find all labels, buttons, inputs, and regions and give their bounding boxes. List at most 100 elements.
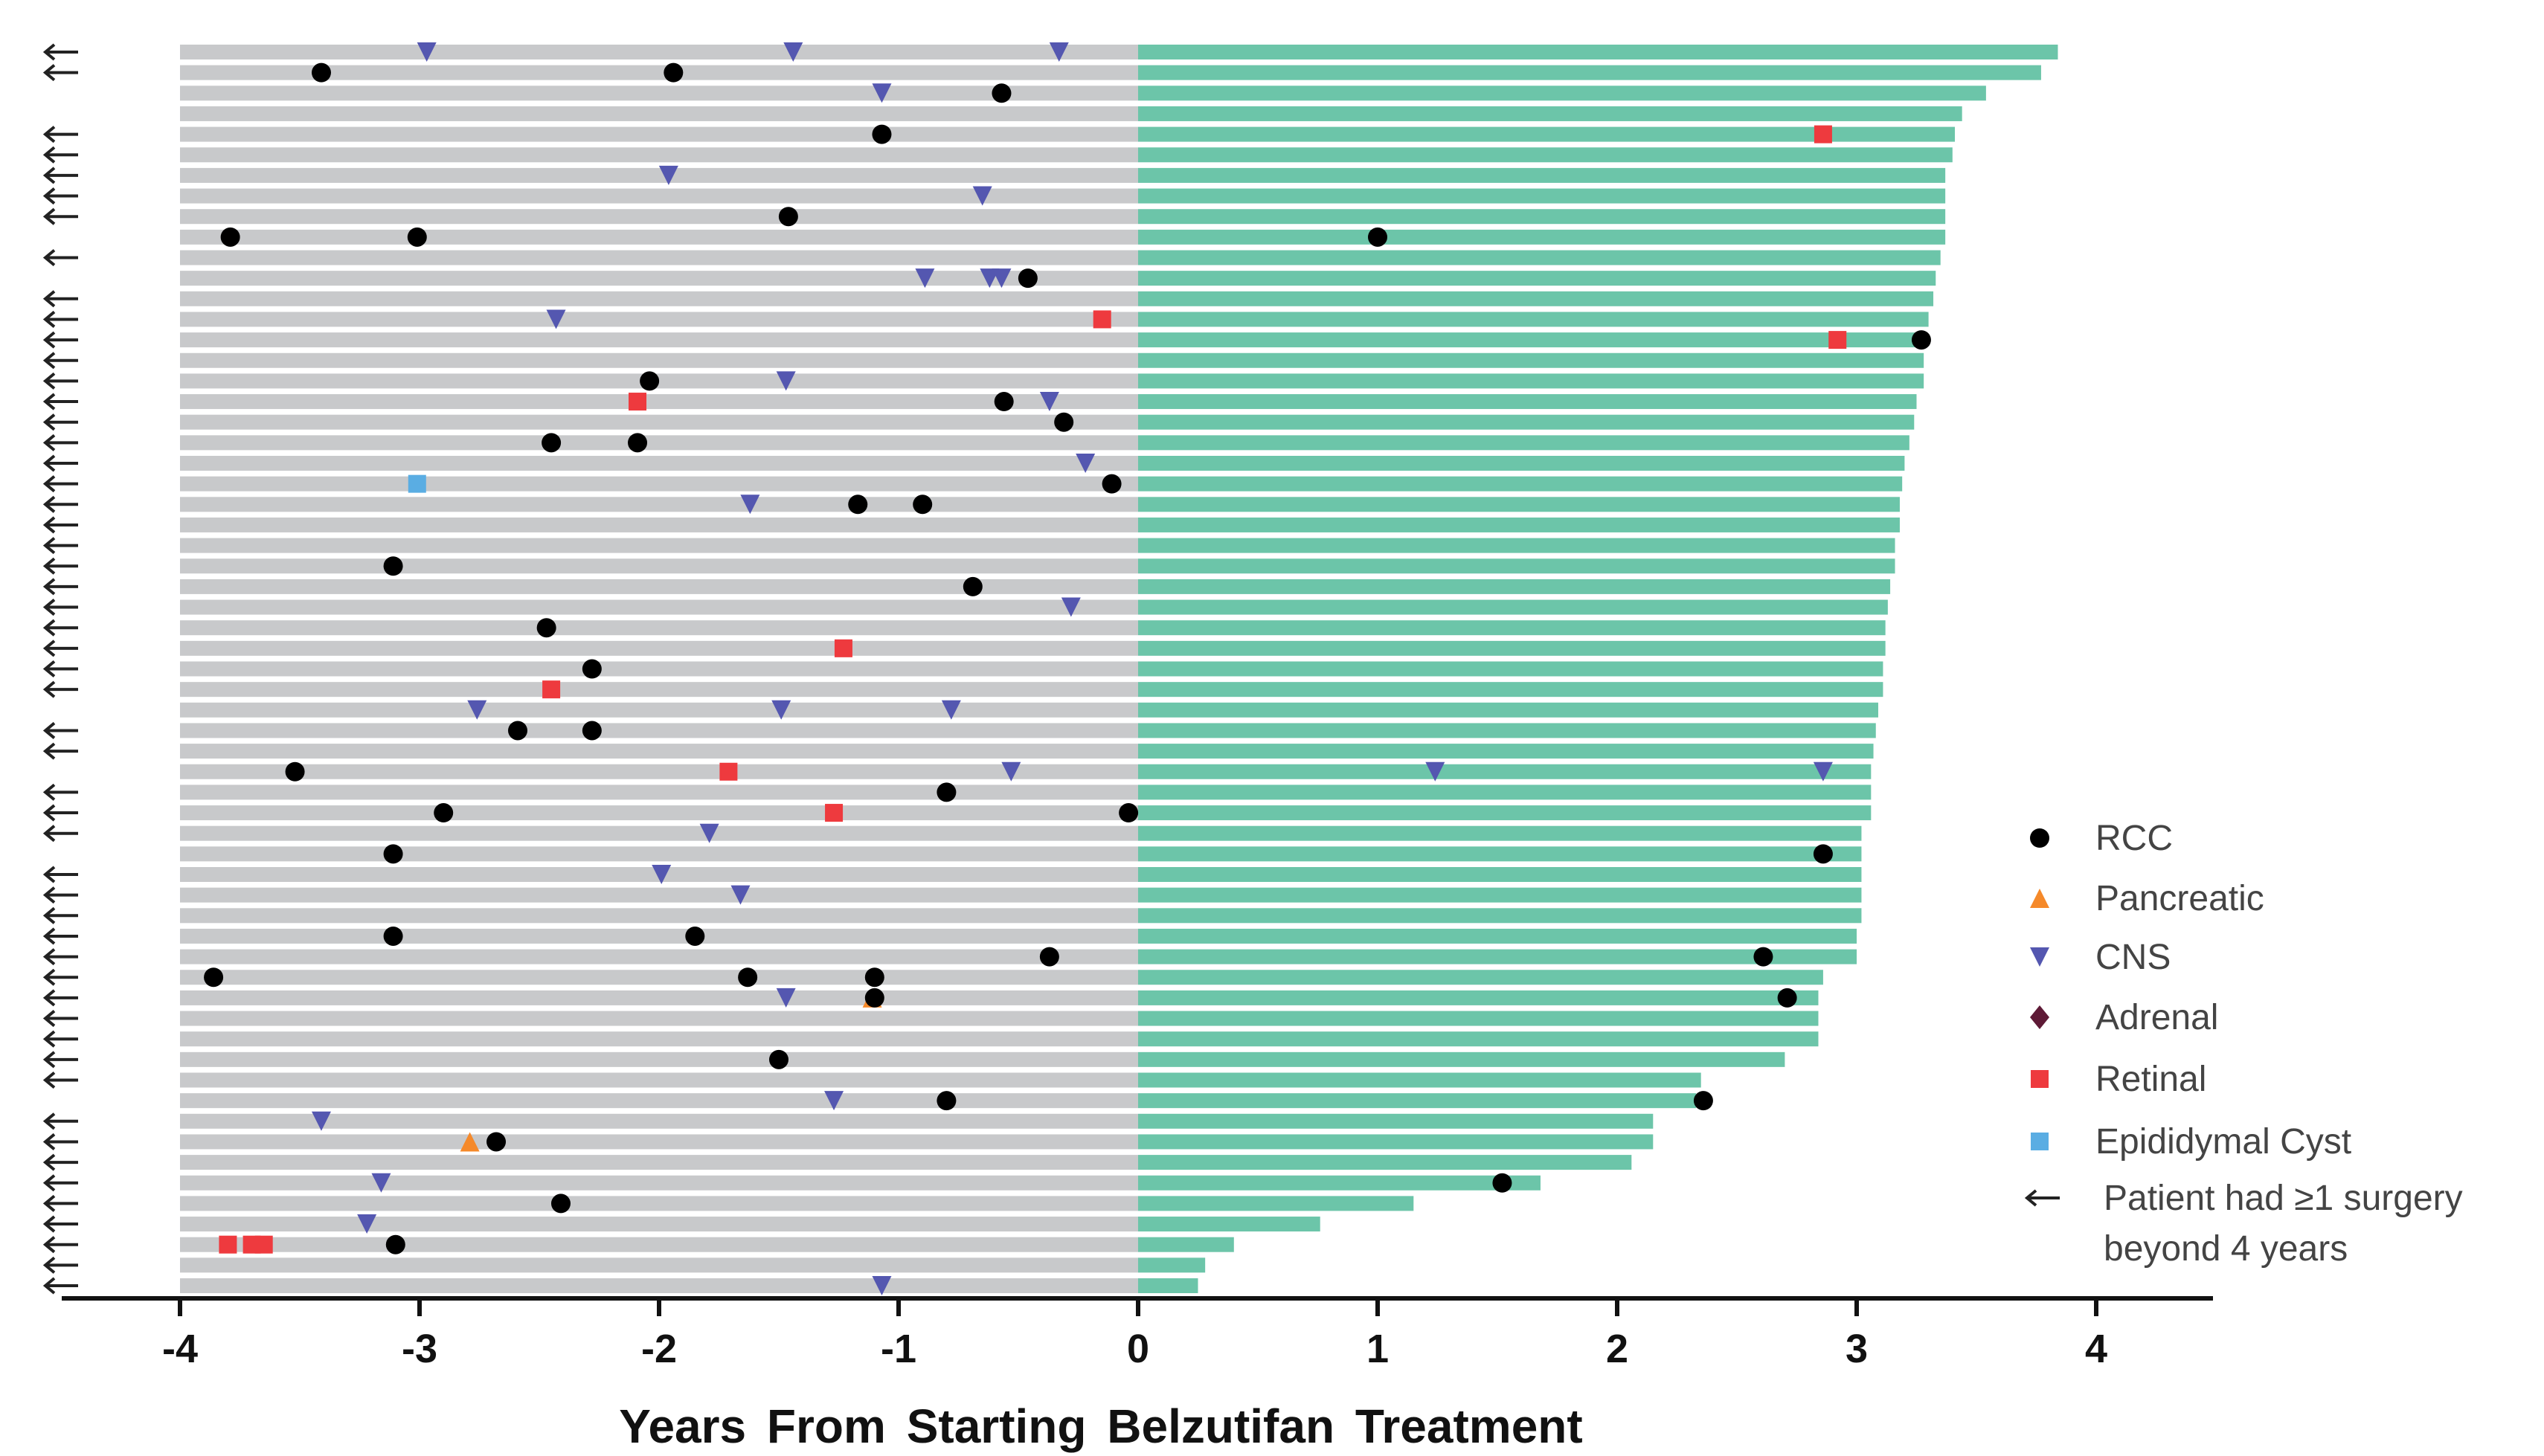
- event-marker-rcc: [1693, 1091, 1713, 1111]
- x-tick-label: 1: [1366, 1327, 1389, 1371]
- treatment-bar: [1138, 209, 1946, 225]
- pre-treatment-bar: [180, 1134, 1138, 1150]
- treatment-bar: [1138, 352, 1924, 368]
- event-marker-cns: [771, 700, 791, 720]
- treatment-bar: [1138, 147, 1953, 163]
- treatment-bar: [1138, 990, 1819, 1005]
- arrow-head: [42, 146, 56, 164]
- event-marker-rcc: [311, 62, 331, 83]
- pre-treatment-bar: [180, 435, 1138, 451]
- pre-treatment-bar: [180, 188, 1138, 204]
- event-marker-rcc: [769, 1049, 788, 1069]
- pre-treatment-bar: [180, 908, 1138, 924]
- pre-treatment-bar: [180, 86, 1138, 101]
- treatment-bar: [1138, 599, 1888, 615]
- pre-treatment-bar: [180, 1072, 1138, 1088]
- legend-marker-icon: [2030, 828, 2049, 848]
- arrow-head: [42, 721, 56, 739]
- surgery-arrow-icon: [42, 989, 78, 1007]
- event-marker-cns: [1039, 392, 1059, 412]
- legend-arrow-label-line1: Patient had ≥1 surgery: [2104, 1179, 2463, 1218]
- event-marker-cns: [417, 42, 437, 62]
- treatment-bar: [1138, 1093, 1697, 1109]
- arrow-head: [42, 537, 56, 555]
- event-marker-rcc: [913, 495, 933, 515]
- surgery-arrow-icon: [42, 1030, 78, 1048]
- pre-treatment-bar: [180, 45, 1138, 59]
- event-marker-cns: [915, 268, 935, 289]
- event-marker-cns: [1425, 761, 1445, 782]
- treatment-bar: [1138, 456, 1905, 471]
- legend-label: RCC: [2095, 819, 2173, 858]
- arrow-head: [42, 825, 56, 843]
- event-marker-cns: [776, 988, 796, 1008]
- x-tick-label: 4: [2085, 1327, 2107, 1371]
- arrow-head: [42, 248, 56, 267]
- treatment-bar: [1138, 908, 1862, 924]
- pre-treatment-bar: [180, 312, 1138, 327]
- x-axis: -4 -3 -2 -1 0 1 2 3 4: [62, 1296, 2213, 1371]
- surgery-arrow-icon: [42, 1277, 78, 1295]
- treatment-bar: [1138, 764, 1872, 779]
- event-marker-cns: [872, 1276, 892, 1295]
- event-marker-rcc: [778, 207, 798, 227]
- pre-treatment-bar: [180, 106, 1138, 121]
- treatment-bar: [1138, 1113, 1654, 1129]
- event-marker-retinal: [629, 393, 647, 411]
- treatment-bar: [1138, 188, 1946, 204]
- legend-label: Retinal: [2095, 1060, 2206, 1099]
- surgery-arrow-icon: [42, 516, 78, 534]
- event-marker-retinal: [834, 639, 852, 657]
- legend-item-cns: CNS: [2030, 938, 2171, 977]
- arrow-head: [42, 968, 56, 986]
- pre-treatment-bar: [180, 167, 1138, 183]
- pre-treatment-bar: [180, 1217, 1138, 1232]
- surgery-arrow-icon: [42, 331, 78, 349]
- x-tick-label: 3: [1846, 1327, 1868, 1371]
- x-tick-label: -2: [641, 1327, 677, 1371]
- event-marker-rcc: [285, 761, 305, 782]
- arrow-head: [42, 352, 56, 370]
- surgery-arrow-icon: [42, 1256, 78, 1274]
- surgery-arrow-icon: [42, 640, 78, 657]
- arrow-head: [42, 413, 56, 431]
- pre-treatment-bar: [180, 291, 1138, 306]
- pre-treatment-bar: [180, 887, 1138, 903]
- event-marker-rcc: [963, 576, 983, 596]
- treatment-bar: [1138, 538, 1895, 553]
- event-marker-rcc: [1813, 844, 1833, 864]
- legend-item-pancreatic: Pancreatic: [2030, 879, 2264, 918]
- surgery-arrow-icon: [42, 434, 78, 451]
- arrow-head: [42, 927, 56, 945]
- arrow-head: [42, 1010, 56, 1028]
- pre-treatment-bar: [180, 682, 1138, 698]
- event-marker-retinal: [542, 680, 561, 699]
- treatment-bar: [1138, 558, 1895, 574]
- event-marker-rcc: [992, 83, 1012, 103]
- event-marker-rcc: [486, 1132, 507, 1152]
- arrow-head: [42, 989, 56, 1007]
- event-marker-rcc: [508, 721, 528, 741]
- surgery-arrow-icon: [42, 783, 78, 801]
- arrow-head: [42, 783, 56, 801]
- legend-arrow-icon: [2024, 1189, 2060, 1207]
- event-marker-rcc: [872, 124, 892, 144]
- surgery-arrow-icon: [42, 146, 78, 164]
- arrow-head: [42, 906, 56, 924]
- arrow-head: [42, 495, 56, 513]
- x-axis-label: Years From Starting Belzutifan Treatment: [619, 1399, 1582, 1453]
- event-marker-cns: [311, 1111, 331, 1131]
- treatment-bar: [1138, 332, 1927, 348]
- treatment-bar: [1138, 1196, 1414, 1211]
- arrow-head: [42, 1194, 56, 1212]
- event-marker-rcc: [640, 371, 660, 391]
- pre-treatment-bar: [180, 805, 1138, 821]
- arrow-head: [42, 167, 56, 184]
- x-tick-label: -4: [162, 1327, 198, 1371]
- surgery-arrow-icon: [42, 1133, 78, 1150]
- event-marker-retinal: [1828, 331, 1847, 349]
- pre-treatment-bar: [180, 126, 1138, 142]
- event-marker-cns: [1076, 454, 1096, 473]
- arrow-head: [2024, 1189, 2037, 1207]
